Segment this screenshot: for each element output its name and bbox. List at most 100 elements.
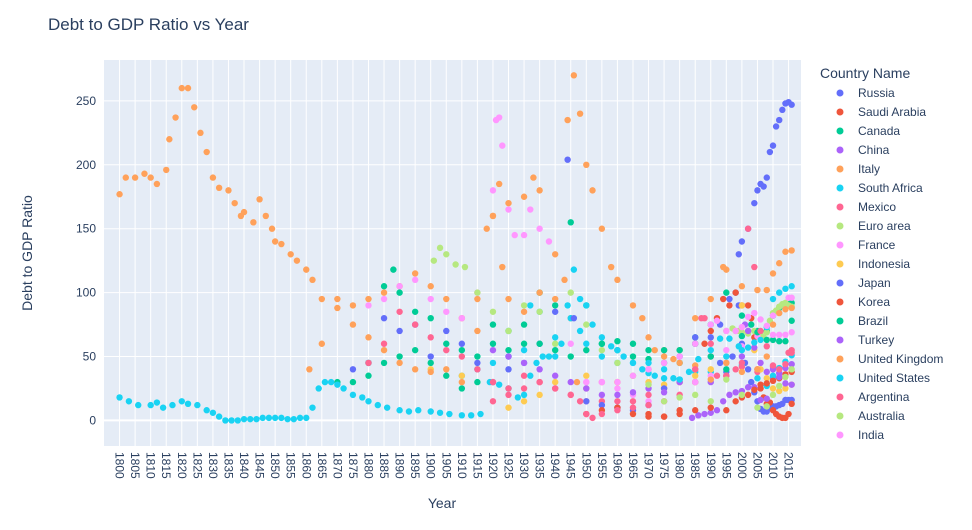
- data-point[interactable]: [153, 399, 161, 406]
- data-point[interactable]: [757, 327, 764, 335]
- data-point[interactable]: [396, 283, 403, 290]
- data-point[interactable]: [757, 359, 764, 367]
- data-point[interactable]: [340, 385, 347, 392]
- data-point[interactable]: [732, 327, 739, 335]
- data-point[interactable]: [785, 410, 792, 418]
- data-point[interactable]: [250, 219, 257, 226]
- data-point[interactable]: [692, 340, 699, 347]
- data-point[interactable]: [365, 372, 372, 379]
- data-point[interactable]: [234, 417, 241, 424]
- data-point[interactable]: [489, 398, 497, 405]
- data-point[interactable]: [738, 283, 746, 290]
- data-point[interactable]: [443, 340, 450, 347]
- data-point[interactable]: [772, 123, 780, 130]
- data-point[interactable]: [776, 260, 783, 267]
- data-point[interactable]: [776, 309, 783, 317]
- data-point[interactable]: [505, 206, 512, 213]
- data-point[interactable]: [318, 340, 326, 347]
- data-point[interactable]: [776, 387, 783, 395]
- data-point[interactable]: [178, 84, 185, 92]
- data-point[interactable]: [573, 378, 581, 386]
- data-point[interactable]: [259, 414, 266, 422]
- data-point[interactable]: [570, 266, 578, 273]
- legend-item[interactable]: Mexico: [836, 200, 897, 214]
- data-point[interactable]: [505, 391, 512, 399]
- data-point[interactable]: [695, 355, 702, 363]
- data-point[interactable]: [726, 391, 733, 399]
- data-point[interactable]: [427, 314, 434, 322]
- data-point[interactable]: [614, 337, 621, 345]
- data-point[interactable]: [365, 398, 372, 405]
- data-point[interactable]: [751, 263, 758, 271]
- data-point[interactable]: [483, 225, 490, 232]
- data-point[interactable]: [763, 368, 770, 376]
- data-point[interactable]: [707, 353, 714, 360]
- data-point[interactable]: [645, 401, 652, 409]
- data-point[interactable]: [629, 398, 637, 405]
- data-point[interactable]: [474, 295, 481, 303]
- data-point[interactable]: [184, 84, 192, 92]
- data-point[interactable]: [567, 340, 574, 347]
- data-point[interactable]: [349, 391, 357, 399]
- data-point[interactable]: [551, 308, 559, 315]
- data-point[interactable]: [744, 313, 752, 321]
- data-point[interactable]: [788, 381, 795, 388]
- data-point[interactable]: [318, 295, 326, 303]
- data-point[interactable]: [411, 276, 419, 284]
- data-point[interactable]: [564, 156, 571, 163]
- legend-item[interactable]: United States: [836, 371, 931, 385]
- data-point[interactable]: [614, 391, 621, 399]
- data-point[interactable]: [598, 410, 606, 418]
- data-point[interactable]: [380, 295, 388, 303]
- data-point[interactable]: [782, 380, 789, 387]
- data-point[interactable]: [415, 407, 422, 414]
- data-point[interactable]: [707, 346, 714, 354]
- data-point[interactable]: [153, 180, 161, 188]
- data-point[interactable]: [744, 391, 752, 399]
- data-point[interactable]: [589, 187, 596, 194]
- data-point[interactable]: [732, 366, 739, 373]
- data-point[interactable]: [707, 409, 714, 416]
- data-point[interactable]: [520, 398, 528, 405]
- data-point[interactable]: [290, 415, 298, 423]
- legend-item[interactable]: Saudi Arabia: [836, 105, 927, 119]
- data-point[interactable]: [744, 302, 752, 309]
- data-point[interactable]: [782, 385, 789, 392]
- data-point[interactable]: [551, 385, 559, 392]
- data-point[interactable]: [443, 251, 450, 258]
- data-point[interactable]: [452, 261, 459, 268]
- data-point[interactable]: [225, 187, 232, 194]
- data-point[interactable]: [583, 340, 590, 347]
- data-point[interactable]: [474, 289, 481, 296]
- legend-item[interactable]: Australia: [836, 409, 906, 423]
- data-point[interactable]: [723, 407, 730, 414]
- data-point[interactable]: [551, 295, 559, 303]
- data-point[interactable]: [629, 302, 637, 309]
- data-point[interactable]: [116, 394, 123, 401]
- data-point[interactable]: [147, 401, 154, 409]
- data-point[interactable]: [757, 381, 764, 388]
- data-point[interactable]: [461, 263, 469, 271]
- data-point[interactable]: [203, 407, 210, 414]
- legend-item[interactable]: Russia: [836, 86, 896, 100]
- data-point[interactable]: [380, 283, 388, 290]
- data-point[interactable]: [570, 72, 578, 79]
- data-point[interactable]: [583, 410, 590, 418]
- data-point[interactable]: [278, 414, 285, 422]
- data-point[interactable]: [551, 378, 559, 386]
- data-point[interactable]: [564, 116, 571, 124]
- legend-item[interactable]: Italy: [836, 162, 881, 176]
- data-point[interactable]: [489, 340, 497, 347]
- data-point[interactable]: [520, 359, 528, 367]
- data-point[interactable]: [489, 346, 497, 354]
- data-point[interactable]: [744, 344, 752, 351]
- data-point[interactable]: [692, 334, 699, 341]
- data-point[interactable]: [427, 283, 434, 290]
- data-point[interactable]: [782, 331, 789, 339]
- data-point[interactable]: [443, 295, 450, 303]
- data-point[interactable]: [530, 174, 537, 181]
- data-point[interactable]: [769, 385, 777, 392]
- data-point[interactable]: [567, 391, 574, 399]
- data-point[interactable]: [334, 381, 341, 388]
- data-point[interactable]: [760, 183, 767, 190]
